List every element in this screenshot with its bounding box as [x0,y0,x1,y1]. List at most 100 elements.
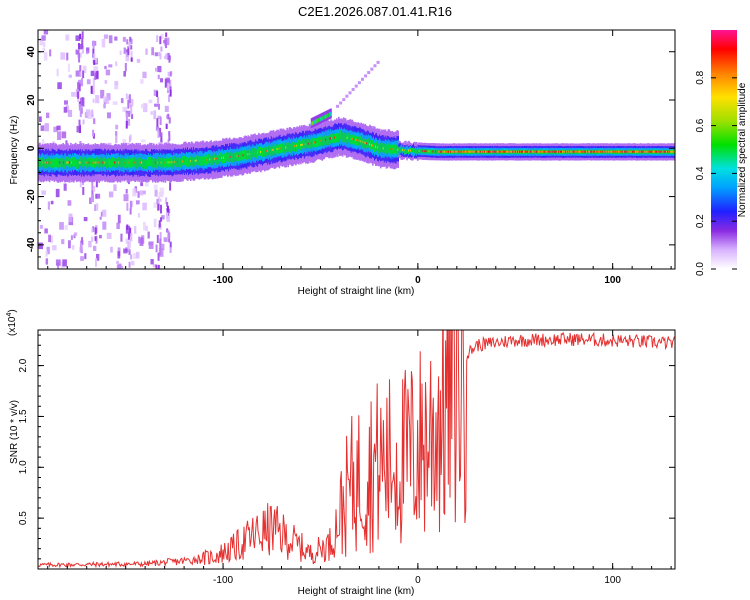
spectrogram-streak-cell [165,123,168,129]
spectrogram-ridge-core [169,161,172,164]
spectrogram-ridge-core [499,150,502,153]
spectrogram-ridge-core [300,143,303,146]
spectrogram-ridge-cell [377,144,380,154]
spectrogram-ridge-cell [39,158,42,168]
spectrogram-streak-cell [168,238,171,243]
spectrogram-noise-cell [65,105,69,113]
spectrogram-noise-cell [43,42,46,48]
spectrogram-ridge-core [177,160,179,163]
spectrogram-noise-cell [106,112,111,119]
spectrogram-ridge-cell [119,158,122,168]
spectrogram-ridge-core [581,150,584,153]
spectrogram-ridge-core [533,150,536,153]
spectrogram-ridge-core [294,144,296,147]
spectrogram-ridge-core [513,150,515,153]
spectrogram-streak-cell [79,65,82,72]
spectrogram-ridge-core [618,150,621,153]
spectrogram-ridge-core [556,150,558,153]
spectrogram-ridge-cell [121,157,124,168]
spectrogram-ridge-cell [354,136,357,146]
spectrogram-ridge-core [516,150,518,153]
spectrogram-noise-cell [110,246,113,253]
spectrogram-ridge-cell [222,154,224,164]
spectrogram-ridge-core [466,150,469,153]
spectrogram-ridge-core [532,150,535,153]
spectrogram-ridge-core [465,150,468,153]
spectrogram-trail-cell [376,60,380,64]
spectrogram-noise-cell [153,184,158,190]
spectrogram-ridge-core [297,144,299,147]
spectrogram-ridge-core [443,150,445,153]
spectrogram-ridge-cell [188,156,191,166]
spectrogram-noise-cell [124,62,127,72]
spectrogram-streak-cell [168,117,171,124]
spectrogram-ridge-cell [228,153,231,163]
spectrogram-noise-cell [143,221,146,231]
spectrogram-ridge-cell [133,158,136,168]
spectrogram-noise-cell [167,52,170,60]
spectrogram-noise-cell [39,37,44,46]
spectrogram-streak-cell [128,261,131,268]
spectrogram-ridge-core [657,150,660,153]
spectrogram-ridge-core [577,150,580,153]
spectrogram-trail-cell [336,104,340,108]
spectrogram-ridge-cell [433,149,436,154]
spectrogram-ridge-core [41,161,44,164]
spectrogram-ridge-core [638,150,641,153]
spectrogram-streak-cell [92,98,95,103]
spectrogram-noise-cell [140,79,144,84]
spectrogram-ridge-core [117,161,120,164]
spectrogram-noise-cell [147,231,150,239]
spectrogram-ridge-cell [393,143,396,153]
spectrogram-streak-cell [80,107,83,114]
spectrogram-streak-cell [125,188,128,194]
spectrogram-ridge-cell [408,149,410,154]
spectrogram-ridge-core [663,150,665,153]
spectrogram-ridge-core [355,138,358,141]
spectrogram-ridge-core [156,161,159,164]
spectrogram-ridge-core [580,150,583,153]
spectrogram-ridge-cell [240,150,243,160]
spectrogram-ridge-cell [422,149,425,154]
spectrogram-ridge-cell [168,158,171,168]
spectrogram-noise-cell [139,190,144,196]
spectrogram-noise-cell [68,213,73,223]
spectrogram-noise-cell [132,253,138,259]
spectrogram-ridge-core [620,150,623,153]
spectrogram-ridge-core [629,150,631,153]
spectrogram-ridge-cell [367,138,369,149]
spectrogram-ridge-cell [342,133,345,143]
spectrogram-streak-cell [169,247,172,253]
spectrogram-branch-core [310,121,313,126]
spectrogram-ridge-cell [359,136,362,147]
spectrogram-ridge-core [611,150,614,153]
spectrogram-streak-cell [156,35,159,43]
spectrogram-ridge-cell [284,144,287,154]
spectrogram-ridge-core [538,150,541,153]
spectrogram-ridge-cell [170,156,173,167]
spectrogram-ridge-core [382,147,385,150]
spectrogram-streak-cell [169,86,172,92]
spectrogram-ridge-core [530,150,533,153]
spectrogram-ridge-cell [239,151,242,161]
spectrogram-streak-cell [158,220,161,228]
spectrogram-ridge-core [507,150,510,153]
spectrogram-ridge-cell [171,156,174,166]
spectrogram-noise-cell [96,253,100,261]
spectrogram-ridge-core [300,144,302,147]
spectrogram-noise-cell [47,201,51,210]
spectrogram-noise-cell [61,131,67,139]
spectrogram-ridge-core [124,161,127,164]
spectrogram-ridge-cell [406,149,408,155]
spectrogram-ridge-cell [324,136,326,146]
spectrogram-ridge-core [648,150,651,153]
spectrogram-ridge-core [544,150,547,153]
spectrogram-ridge-core [512,150,514,153]
spectrogram-noise-cell [166,213,171,223]
spectrogram-ridge-cell [193,156,196,167]
spectrogram-ridge-cell [216,155,218,165]
snr-ytick-label: 1.5 [18,409,29,423]
spectrogram-ridge-cell [123,158,126,169]
spectrogram-ridge-cell [227,152,230,162]
spectrogram-noise-cell [125,110,131,117]
